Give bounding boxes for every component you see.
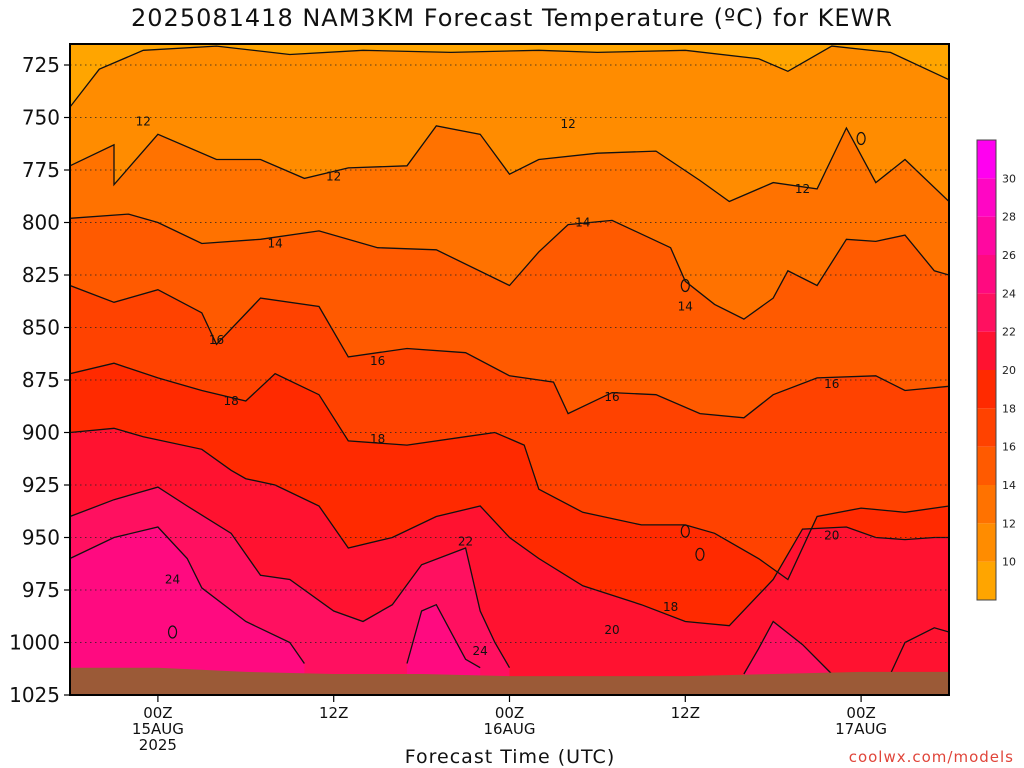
contour-label: 24 — [473, 644, 488, 658]
chart-title: 2025081418 NAM3KM Forecast Temperature (… — [131, 4, 893, 32]
contour-label: 14 — [575, 216, 590, 230]
colorbar-band — [977, 216, 996, 255]
y-tick-label: 725 — [22, 53, 60, 77]
y-tick-label: 875 — [22, 368, 60, 392]
x-tick-label: 12Z — [671, 704, 700, 722]
colorbar-label: 10 — [1002, 556, 1016, 569]
contour-label: 18 — [370, 432, 385, 446]
temp-band-24 — [70, 527, 305, 695]
contour-label: 20 — [824, 528, 839, 542]
contour-closed-cell — [167, 625, 178, 639]
x-tick-label: 15AUG — [132, 720, 184, 738]
contour-label: 16 — [604, 390, 619, 404]
colorbar-band — [977, 446, 996, 485]
x-tick-label: 00Z — [143, 704, 172, 722]
contour-label: 18 — [663, 600, 678, 614]
y-tick-label: 975 — [22, 578, 60, 602]
colorbar-band — [977, 561, 996, 600]
colorbar-label: 24 — [1002, 287, 1016, 300]
y-tick-label: 825 — [22, 263, 60, 287]
x-tick-label: 16AUG — [484, 720, 536, 738]
contour-label: 12 — [795, 182, 810, 196]
colorbar-label: 14 — [1002, 479, 1016, 492]
contour-label: 22 — [458, 535, 473, 549]
colorbar-label: 12 — [1002, 517, 1016, 530]
contour-label: 20 — [604, 623, 619, 637]
contour-24 — [70, 526, 305, 664]
contour-24 — [406, 603, 481, 669]
x-tick-label: 00Z — [846, 704, 875, 722]
y-tick-label: 850 — [22, 316, 60, 340]
y-tick-label: 1000 — [9, 631, 60, 655]
contour-label: 14 — [267, 237, 282, 251]
contour-closed-cell — [680, 524, 690, 538]
y-tick-label: 925 — [22, 473, 60, 497]
x-tick-label: 2025 — [139, 736, 177, 754]
temp-band-24 — [406, 604, 481, 695]
x-tick-label: 12Z — [319, 704, 348, 722]
colorbar-band — [977, 178, 996, 217]
y-tick-label: 900 — [22, 421, 60, 445]
y-tick-label: 775 — [22, 158, 60, 182]
contour-10 — [70, 45, 949, 108]
contour-22 — [743, 620, 833, 675]
x-axis-title: Forecast Time (UTC) — [404, 746, 616, 768]
contour-closed-cell — [680, 278, 690, 293]
colorbar-band — [977, 255, 996, 294]
x-tick-label: 17AUG — [835, 720, 887, 738]
y-tick-label: 750 — [22, 106, 60, 130]
colorbar-label: 16 — [1002, 441, 1016, 454]
ground-surface — [70, 667, 949, 695]
colorbar-frame — [976, 139, 997, 601]
colorbar-label: 20 — [1002, 364, 1016, 377]
contour-closed-cell — [856, 131, 866, 146]
contour-label: 16 — [824, 377, 839, 391]
contour-label: 12 — [136, 115, 151, 129]
x-tick-label: 00Z — [495, 704, 524, 722]
colorbar-band — [977, 523, 996, 562]
contour-label: 16 — [370, 354, 385, 368]
colorbar-label: 30 — [1002, 172, 1016, 185]
contour-label: 12 — [326, 169, 341, 183]
colorbar-band — [977, 485, 996, 524]
contour-14 — [70, 213, 949, 320]
contour-label: 14 — [678, 300, 693, 314]
contour-label: 16 — [209, 333, 224, 347]
y-tick-label: 950 — [22, 526, 60, 550]
contour-label: 12 — [560, 117, 575, 131]
colorbar-label: 28 — [1002, 211, 1016, 224]
colorbar-band — [977, 370, 996, 409]
y-tick-label: 1025 — [9, 683, 60, 707]
contour-label: 24 — [165, 573, 180, 587]
colorbar-band — [977, 140, 996, 179]
credit-link[interactable]: coolwx.com/models — [848, 748, 1014, 766]
contour-label: 18 — [224, 394, 239, 408]
colorbar-label: 18 — [1002, 402, 1016, 415]
contour-18 — [70, 362, 949, 581]
contour-16 — [70, 284, 949, 419]
contour-20 — [889, 627, 949, 675]
colorbar-band — [977, 331, 996, 370]
colorbar-label: 22 — [1002, 326, 1016, 339]
contour-closed-cell — [695, 547, 705, 561]
contour-12 — [70, 125, 949, 203]
colorbar-label: 26 — [1002, 249, 1016, 262]
plot-area: 12 12 12 12 14 14 14 16 16 16 16 18 18 18 20 20 22 24 24 — [70, 44, 949, 695]
y-tick-label: 800 — [22, 211, 60, 235]
colorbar-band — [977, 408, 996, 447]
colorbar-band — [977, 293, 996, 332]
contour-20 — [70, 427, 949, 627]
